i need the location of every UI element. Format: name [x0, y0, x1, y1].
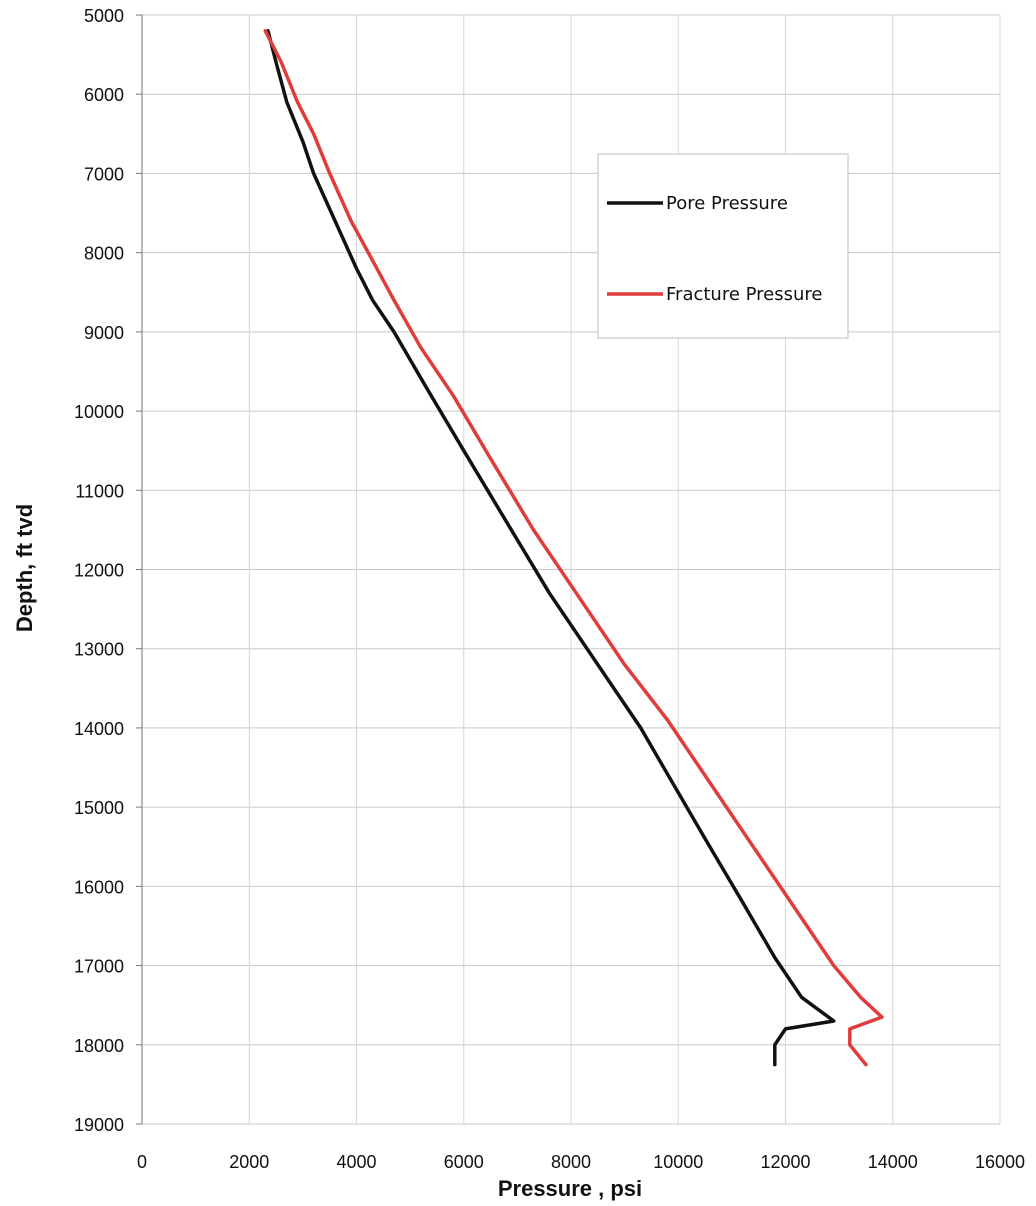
series-line-fracture-pressure — [263, 29, 884, 1067]
y-tick-label: 5000 — [84, 6, 124, 26]
axes — [136, 14, 1000, 1125]
y-tick-label: 7000 — [84, 164, 124, 184]
x-tick-label: 2000 — [229, 1152, 269, 1172]
grid-lines — [141, 14, 1001, 1125]
y-tick-label: 9000 — [84, 323, 124, 343]
x-tick-label: 10000 — [653, 1152, 703, 1172]
legend-box — [597, 153, 849, 339]
y-tick-label: 19000 — [74, 1115, 124, 1135]
y-tick-label: 16000 — [74, 877, 124, 897]
series-lines — [263, 29, 884, 1067]
y-tick-label: 14000 — [74, 719, 124, 739]
series-line-pore-pressure — [266, 29, 836, 1067]
y-tick-label: 12000 — [74, 561, 124, 581]
y-tick-label: 11000 — [75, 481, 124, 501]
x-tick-label: 4000 — [336, 1152, 376, 1172]
x-tick-label: 16000 — [975, 1152, 1025, 1172]
y-tick-label: 10000 — [74, 402, 124, 422]
x-tick-label: 12000 — [760, 1152, 810, 1172]
x-tick-label: 8000 — [551, 1152, 591, 1172]
legend-label-fracture-pressure: Fracture Pressure — [666, 284, 823, 305]
x-tick-labels: 0 2000 4000 6000 8000 10000 12000 14000 16000 — [137, 1152, 1025, 1172]
y-tick-labels: 5000 6000 7000 8000 9000 10000 11000 12000 13000… — [74, 6, 124, 1135]
x-tick-label: 0 — [137, 1152, 147, 1172]
y-tick-label: 6000 — [84, 85, 124, 105]
x-axis-title: Pressure , psi — [498, 1176, 642, 1201]
legend: Pore Pressure Fracture Pressure — [597, 153, 849, 339]
y-tick-label: 18000 — [74, 1036, 124, 1056]
y-tick-label: 8000 — [84, 244, 124, 264]
legend-label-pore-pressure: Pore Pressure — [666, 193, 788, 214]
x-tick-label: 6000 — [444, 1152, 484, 1172]
y-tick-label: 15000 — [74, 798, 124, 818]
x-tick-label: 14000 — [868, 1152, 918, 1172]
y-tick-label: 17000 — [74, 957, 124, 977]
y-axis-title: Depth, ft tvd — [12, 504, 37, 632]
y-tick-label: 13000 — [74, 640, 124, 660]
